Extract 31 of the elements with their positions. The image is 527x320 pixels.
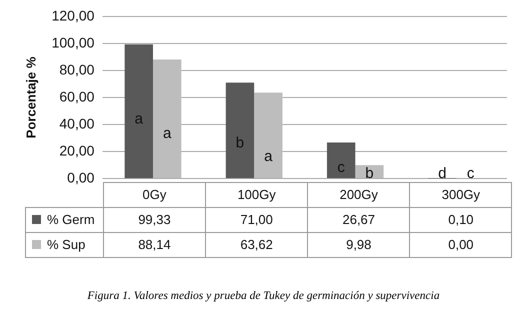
x-tick-label: 100Gy [206, 182, 308, 208]
legend-label: % Germ [26, 207, 104, 232]
data-label: 88,14 [103, 232, 206, 258]
data-label: 99,33 [103, 207, 206, 232]
y-tick-label: 40,00 [59, 115, 95, 132]
legend-label: % Sup [26, 232, 104, 258]
annotation: c [466, 165, 475, 182]
annotation: b [236, 134, 244, 152]
y-tick-label: 120,00 [52, 7, 95, 24]
x-tick-label: 300Gy [410, 182, 512, 208]
annotation: c [337, 158, 346, 176]
x-tick-label: 0Gy [103, 182, 206, 208]
y-tick-label: 100,00 [52, 34, 95, 50]
annotation: a [162, 125, 172, 142]
data-label: 0,00 [410, 232, 512, 258]
data-label: 0,10 [410, 207, 512, 232]
y-tick-label: 20,00 [59, 142, 95, 158]
annotation: a [264, 148, 274, 166]
x-tick-label: 200Gy [308, 182, 410, 208]
y-tick-label: 0,00 [67, 169, 95, 186]
data-label: 26,67 [308, 207, 410, 232]
data-label: 71,00 [206, 207, 308, 232]
annotation: d [438, 165, 446, 182]
data-label: 63,62 [206, 232, 308, 258]
y-tick-label: 60,00 [59, 88, 95, 104]
annotation: b [365, 165, 374, 182]
data-label: 9,98 [308, 232, 410, 258]
text: Figura 1. Valores medios y prueba de Tukey de germinación y supervivencia [86, 290, 441, 302]
y-axis-title: Porcentaje % [23, 56, 38, 138]
annotation: a [134, 110, 144, 128]
y-tick-label: 80,00 [59, 61, 95, 78]
